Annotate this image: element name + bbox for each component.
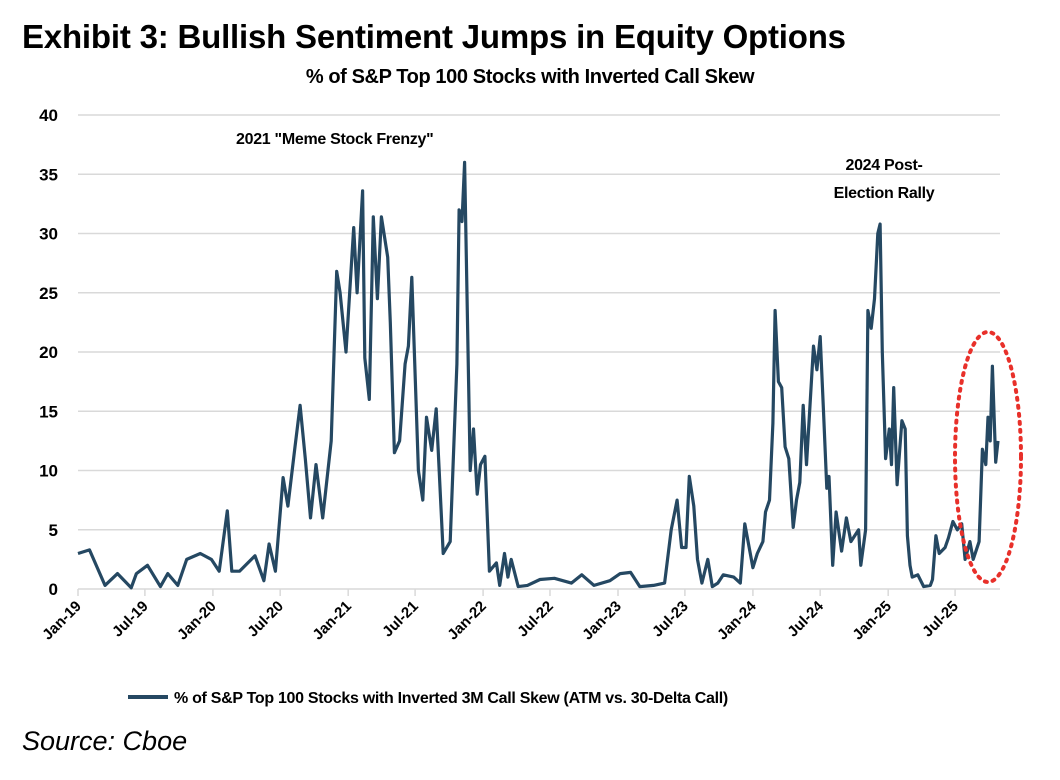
y-tick-label: 20 <box>39 343 58 362</box>
chart-subtitle: % of S&P Top 100 Stocks with Inverted Ca… <box>305 66 755 88</box>
x-tick-label: Jul-21 <box>379 598 422 641</box>
x-tick-label: Jan-21 <box>309 598 355 644</box>
y-tick-label: 25 <box>39 284 58 303</box>
y-tick-label: 0 <box>49 580 58 599</box>
x-tick-label: Jul-23 <box>649 598 692 641</box>
x-tick-label: Jul-22 <box>514 598 557 641</box>
annotation-post-election-line1: 2024 Post- <box>845 157 922 174</box>
y-tick-label: 10 <box>39 462 58 481</box>
highlight-ellipse <box>953 330 1023 584</box>
annotation-post-election-line2: Election Rally <box>834 185 935 202</box>
y-tick-label: 40 <box>39 106 58 125</box>
x-tick-label: Jan-23 <box>579 598 625 644</box>
x-tick-label: Jan-20 <box>174 598 220 644</box>
x-tick-label: Jan-22 <box>444 598 490 644</box>
x-tick-label: Jul-19 <box>109 598 152 641</box>
x-tick-label: Jan-24 <box>714 597 760 643</box>
x-tick-label: Jan-19 <box>39 598 85 644</box>
y-tick-label: 35 <box>39 165 58 184</box>
series-line <box>77 160 1000 590</box>
chart-title: Exhibit 3: Bullish Sentiment Jumps in Eq… <box>22 18 846 55</box>
x-tick-label: Jul-24 <box>784 597 827 640</box>
y-tick-label: 30 <box>39 225 58 244</box>
x-tick-label: Jan-25 <box>849 598 895 644</box>
source-note: Source: Cboe <box>22 726 188 756</box>
legend-label: % of S&P Top 100 Stocks with Inverted 3M… <box>174 690 728 707</box>
y-tick-label: 5 <box>49 521 58 540</box>
annotation-meme-stock: 2021 "Meme Stock Frenzy" <box>236 131 433 148</box>
x-axis: Jan-19 Jul-19 Jan-20 Jul-20 Jan-21 Jul-21 Jan-… <box>39 589 962 643</box>
gridlines <box>78 114 1000 590</box>
x-tick-label: Jul-20 <box>244 598 287 641</box>
x-tick-label: Jul-25 <box>919 598 962 641</box>
y-tick-label: 15 <box>39 402 58 421</box>
y-axis-ticks: 0 5 10 15 20 25 30 35 40 <box>39 106 58 599</box>
